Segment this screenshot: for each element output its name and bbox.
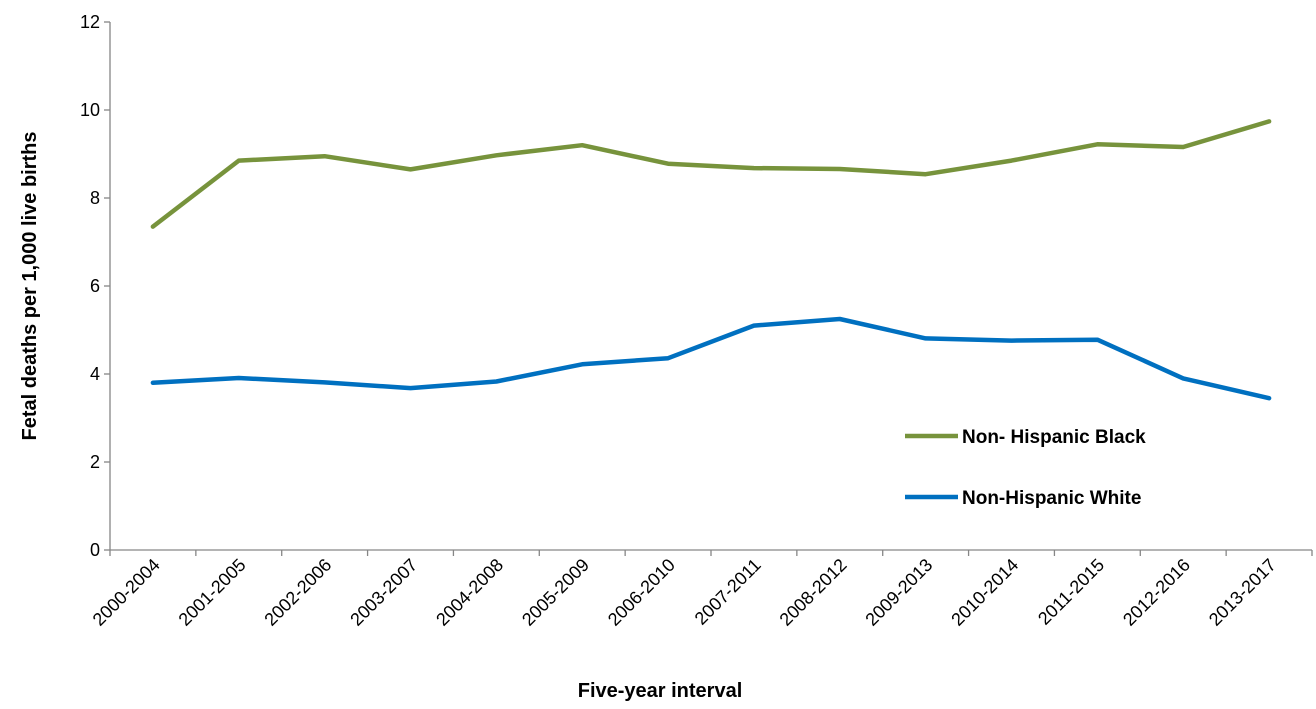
x-tick-label: 2013-2017: [1205, 555, 1280, 630]
y-axis: 0 2 4 6 8 10 12: [80, 12, 111, 560]
x-axis: 2000-2004 2001-2005 2002-2006 2003-2007 2004…: [89, 549, 1313, 630]
x-tick-label: 2000-2004: [89, 555, 164, 630]
y-tick-label: 8: [90, 188, 100, 208]
x-tick-label: 2008-2012: [776, 555, 851, 630]
legend-label-0: Non- Hispanic Black: [962, 427, 1146, 448]
x-tick-label: 2001-2005: [175, 555, 250, 630]
series-line-0: [150, 119, 1272, 229]
x-tick-label: 2012-2016: [1119, 555, 1194, 630]
x-tick-label: 2011-2015: [1034, 555, 1108, 629]
x-tick-label: 2005-2009: [518, 555, 593, 630]
y-axis-title: Fetal deaths per 1,000 live births: [19, 131, 41, 440]
x-tick-label: 2010-2014: [947, 555, 1022, 630]
x-tick-label: 2007-2011: [691, 555, 765, 629]
y-tick-label: 2: [90, 452, 100, 472]
legend-label-1: Non-Hispanic White: [962, 488, 1141, 509]
x-tick-label: 2002-2006: [260, 555, 335, 630]
x-tick-label: 2006-2010: [604, 555, 679, 630]
x-tick-label: 2004-2008: [432, 555, 507, 630]
y-tick-label: 4: [90, 364, 100, 384]
y-tick-label: 0: [90, 540, 100, 560]
x-tick-label: 2009-2013: [861, 555, 936, 630]
y-tick-label: 6: [90, 276, 100, 296]
series-layer: [150, 119, 1272, 401]
series-line-1: [150, 316, 1272, 401]
legend: Non- Hispanic Black Non-Hispanic White: [905, 427, 1146, 509]
y-tick-label: 10: [80, 100, 100, 120]
x-tick-label: 2003-2007: [346, 555, 421, 630]
x-axis-title: Five-year interval: [578, 680, 743, 702]
y-tick-label: 12: [80, 12, 100, 32]
